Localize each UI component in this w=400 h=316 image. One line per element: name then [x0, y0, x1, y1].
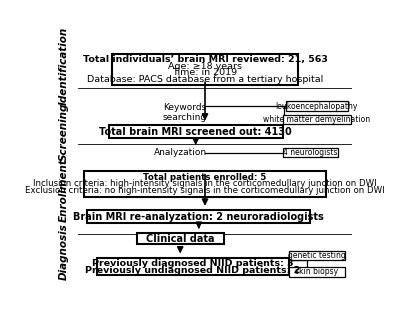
Text: Keywords
searching: Keywords searching — [163, 103, 207, 122]
Text: Inclusion criteria: high-intensity signals in the corticomedullary junction on D: Inclusion criteria: high-intensity signa… — [33, 179, 377, 188]
Text: Previously undiagnosed NIID patients: 2: Previously undiagnosed NIID patients: 2 — [85, 265, 300, 275]
Text: Total individuals’ brain MRI reviewed: 21, 563: Total individuals’ brain MRI reviewed: 2… — [82, 55, 328, 64]
Text: Previously diagnosed NIID patients: 3: Previously diagnosed NIID patients: 3 — [92, 259, 294, 268]
Text: white matter demyelination: white matter demyelination — [263, 115, 370, 124]
Text: 4 neurologists: 4 neurologists — [283, 148, 338, 157]
Text: Exclusion criteria: no high-intensity signals in the corticomedullary junction o: Exclusion criteria: no high-intensity si… — [25, 186, 385, 195]
FancyBboxPatch shape — [84, 171, 326, 197]
FancyBboxPatch shape — [87, 210, 310, 223]
FancyBboxPatch shape — [96, 258, 289, 276]
Text: Database: PACS database from a tertiary hospital: Database: PACS database from a tertiary … — [87, 75, 323, 84]
Text: Screening: Screening — [59, 102, 69, 161]
FancyBboxPatch shape — [112, 54, 298, 85]
Text: Age: ≥18 years: Age: ≥18 years — [168, 62, 242, 71]
Text: Total patients enrolled: 5: Total patients enrolled: 5 — [143, 173, 267, 182]
FancyBboxPatch shape — [289, 267, 344, 276]
Text: Total brain MRI screened out: 4130: Total brain MRI screened out: 4130 — [99, 127, 292, 137]
FancyBboxPatch shape — [137, 233, 224, 244]
Text: Time: in 2019: Time: in 2019 — [172, 69, 238, 77]
Text: skin biopsy: skin biopsy — [295, 267, 338, 276]
FancyBboxPatch shape — [109, 125, 282, 138]
FancyBboxPatch shape — [286, 101, 348, 111]
Text: Clinical data: Clinical data — [146, 234, 214, 244]
Text: leukoencephalopathy: leukoencephalopathy — [276, 101, 358, 111]
Text: Diagnosis: Diagnosis — [59, 224, 69, 280]
FancyBboxPatch shape — [282, 115, 351, 124]
FancyBboxPatch shape — [289, 251, 344, 260]
Text: Identification: Identification — [59, 27, 69, 105]
Text: genetic testing: genetic testing — [288, 251, 346, 260]
Text: Analyzation: Analyzation — [154, 148, 207, 157]
Text: Enrollment: Enrollment — [59, 158, 69, 222]
FancyBboxPatch shape — [282, 148, 338, 157]
Text: Brain MRI re-analyzation: 2 neuroradiologists: Brain MRI re-analyzation: 2 neuroradiolo… — [74, 212, 324, 222]
